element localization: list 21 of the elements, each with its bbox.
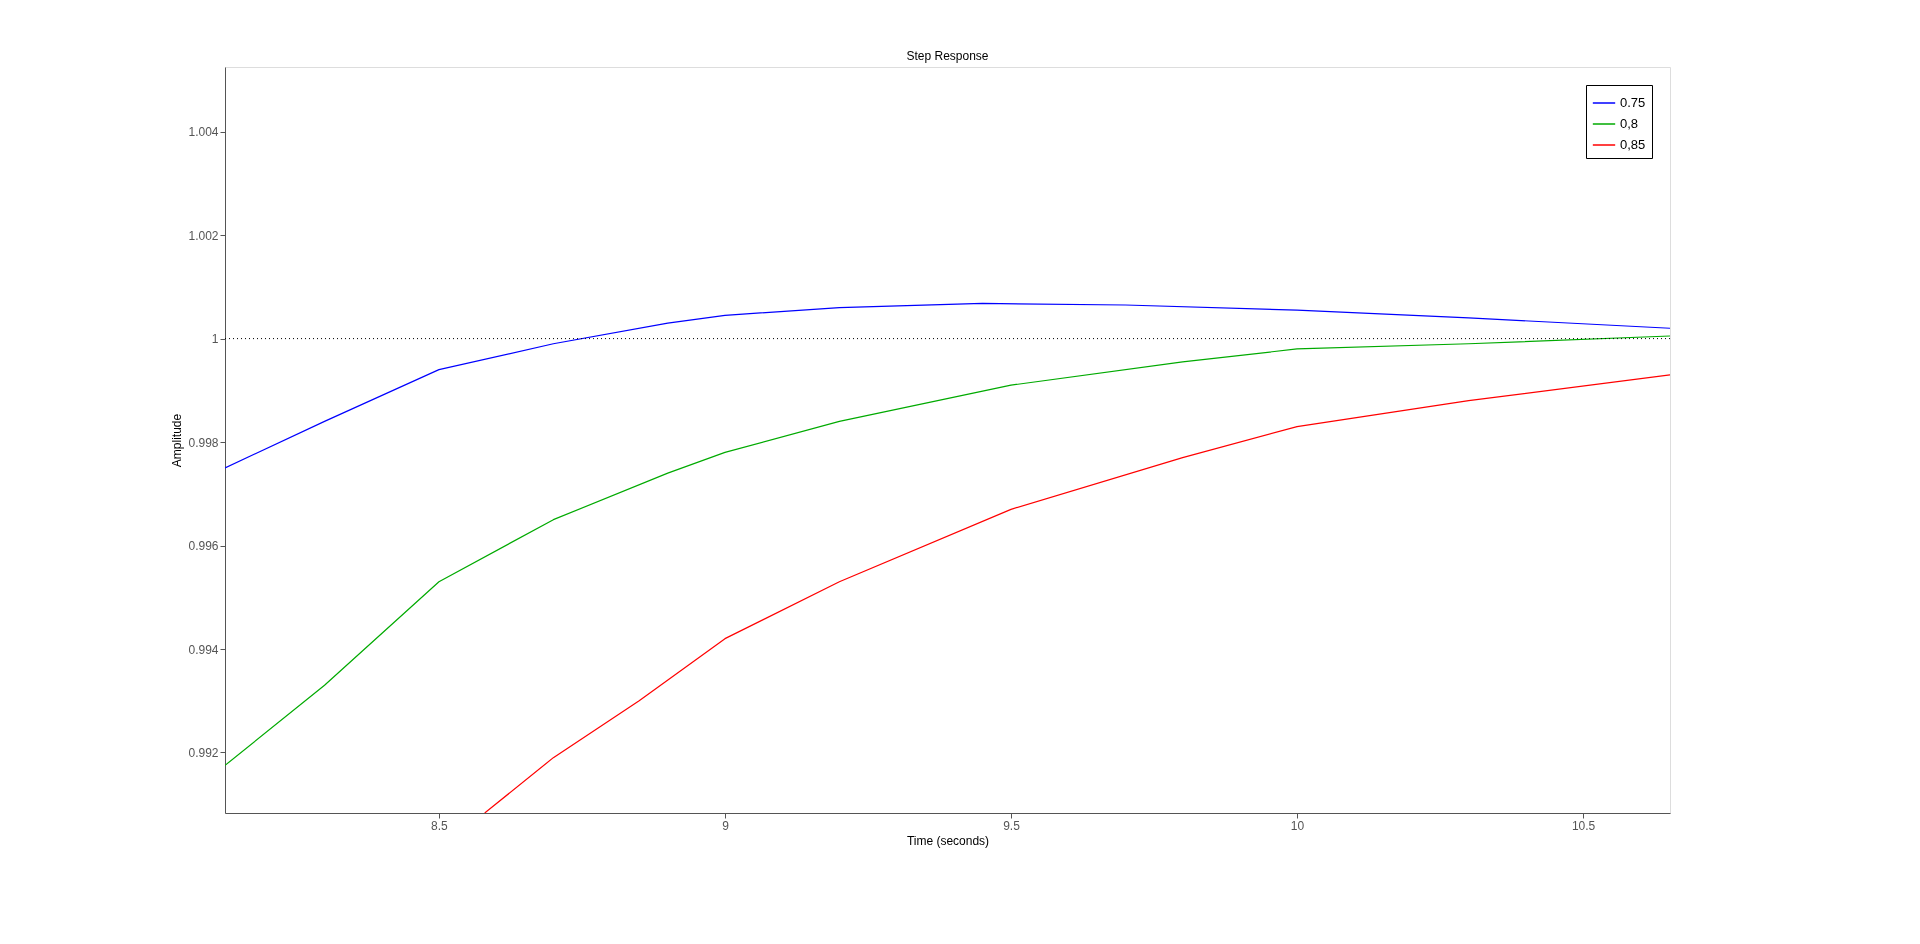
legend-label: 0.75 [1620, 95, 1646, 110]
y-axis-title: Amplitude [170, 413, 185, 468]
x-axis-title: Time (seconds) [906, 833, 990, 848]
x-tick-label: 9 [722, 818, 730, 833]
y-tick-label: 0.998 [188, 435, 219, 450]
line-series [225, 302, 1670, 469]
chart-title: Step Response [906, 49, 989, 63]
legend-label: 0,8 [1620, 116, 1639, 131]
x-tick-label: 10.5 [1571, 818, 1596, 833]
line-series [225, 335, 1670, 767]
x-tick-label: 8.5 [431, 818, 449, 833]
y-tick-label: 1 [211, 332, 219, 347]
y-tick-label: 1.002 [188, 228, 219, 243]
x-tick-label: 10 [1290, 818, 1305, 833]
y-tick-label: 0.992 [188, 745, 219, 760]
y-tick-label: 0.996 [188, 539, 219, 554]
line-series [484, 374, 1670, 813]
y-tick-label: 0.994 [188, 642, 219, 657]
x-tick-label: 9.5 [1003, 818, 1021, 833]
legend-label: 0,85 [1620, 137, 1646, 152]
y-tick-label: 1.004 [188, 125, 219, 140]
